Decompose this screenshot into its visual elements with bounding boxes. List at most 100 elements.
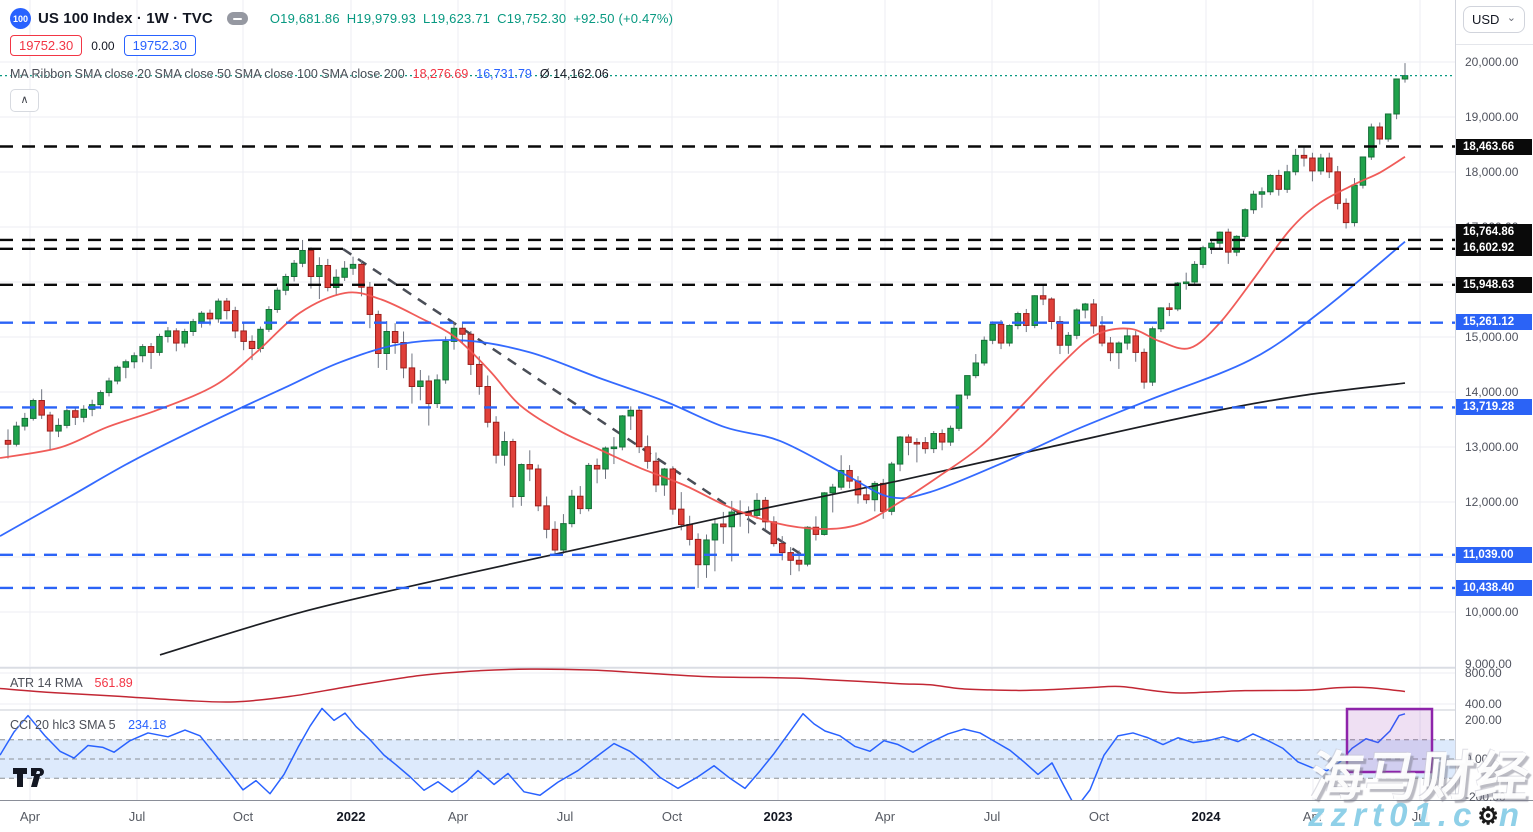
hide-indicator-icon[interactable] xyxy=(226,12,248,25)
highlight-box-drawing[interactable] xyxy=(1345,707,1434,774)
candle-up xyxy=(105,380,113,394)
candle-up xyxy=(122,361,130,368)
candle-down xyxy=(1309,157,1316,172)
candle-down xyxy=(1300,154,1308,159)
candle-up xyxy=(980,339,988,364)
ma50-line xyxy=(0,241,1406,537)
candle-up xyxy=(602,447,609,470)
candle-down xyxy=(425,380,433,405)
candle-up xyxy=(1292,154,1299,173)
candle-up xyxy=(585,464,592,510)
price-level-tag[interactable]: 16,602.92 xyxy=(1456,240,1532,256)
price-axis-tick: 18,000.00 xyxy=(1465,165,1519,179)
price-axis-tick: 10,000.00 xyxy=(1465,605,1519,619)
candle-down xyxy=(534,468,542,507)
atr-line xyxy=(0,668,1406,703)
candle-down xyxy=(635,409,643,448)
price-chart-canvas[interactable] xyxy=(0,0,1455,800)
candle-up xyxy=(753,499,761,516)
candle-down xyxy=(375,313,382,355)
price-axis-tick: 13,000.00 xyxy=(1465,440,1519,454)
candle-up xyxy=(728,511,735,528)
ma-ribbon-sma20-value: 18,276.69 xyxy=(412,67,469,81)
candle-down xyxy=(778,543,786,554)
time-axis-label: Apr xyxy=(19,809,41,824)
collapse-legend-button[interactable]: ∧ xyxy=(10,89,39,112)
candle-up xyxy=(349,263,357,269)
candle-down xyxy=(1225,231,1232,253)
candle-down xyxy=(391,331,399,343)
time-axis-label: Jul xyxy=(983,809,1001,824)
candle-up xyxy=(804,526,811,565)
symbol-title[interactable]: US 100 Index · 1W · TVC xyxy=(38,10,213,27)
candle-up xyxy=(1216,231,1224,244)
candle-up xyxy=(55,424,62,432)
time-axis[interactable]: Apr Jul Oct 2022 Apr Jul Oct 2023 Apr Jul Oct 2024 A… xyxy=(0,800,1533,832)
candle-up xyxy=(198,312,205,323)
candle-down xyxy=(1039,295,1047,300)
price-level-tag[interactable]: 15,948.63 xyxy=(1456,277,1532,293)
candle-up xyxy=(1241,209,1249,237)
price-level-tag[interactable]: 10,438.40 xyxy=(1456,580,1532,596)
candle-down xyxy=(1376,126,1384,140)
price-label-red[interactable]: 19752.30 xyxy=(10,35,83,56)
candle-down xyxy=(997,323,1005,344)
price-level-tag[interactable]: 18,463.66 xyxy=(1456,139,1532,155)
price-axis[interactable]: USD ⌄ 20,000.0019,000.0018,000.0017,000.… xyxy=(1455,0,1533,804)
price-level-tag[interactable]: 11,039.00 xyxy=(1456,547,1532,563)
candle-up xyxy=(189,321,197,333)
candle-up xyxy=(955,394,963,429)
price-level-tag[interactable]: 13,719.28 xyxy=(1456,399,1532,415)
candle-down xyxy=(593,464,601,470)
candle-up xyxy=(1250,193,1257,211)
trendline-drawing[interactable] xyxy=(342,247,806,559)
candle-up xyxy=(1174,282,1182,310)
candle-down xyxy=(476,363,483,388)
candle-up xyxy=(1351,184,1358,224)
candle-up xyxy=(627,409,635,417)
chart-legend: 100 US 100 Index · 1W · TVC O19,681.86 H1… xyxy=(10,8,680,112)
candle-down xyxy=(400,342,407,369)
candle-down xyxy=(922,442,929,450)
tradingview-logo[interactable] xyxy=(13,768,47,793)
candle-up xyxy=(1182,281,1190,285)
currency-selector[interactable]: USD ⌄ xyxy=(1463,6,1525,33)
candle-down xyxy=(644,446,651,462)
candle-up xyxy=(383,331,390,354)
time-axis-label: Oct xyxy=(661,809,683,824)
candle-down xyxy=(1090,303,1097,327)
candle-down xyxy=(484,386,491,423)
cci-legend: CCI 20 hlc3 SMA 5 234.18 xyxy=(10,718,166,732)
price-axis-tick: 12,000.00 xyxy=(1465,495,1519,509)
atr-label: ATR 14 RMA xyxy=(10,676,83,690)
price-label-blue[interactable]: 19752.30 xyxy=(123,35,196,56)
price-axis-tick: 15,000.00 xyxy=(1465,330,1519,344)
price-level-tag[interactable]: 15,261.12 xyxy=(1456,314,1532,330)
candle-down xyxy=(812,526,820,535)
candle-up xyxy=(13,425,20,445)
candle-down xyxy=(577,495,584,510)
candle-up xyxy=(299,249,306,264)
candle-down xyxy=(1140,351,1148,383)
candle-up xyxy=(619,415,626,448)
candle-up xyxy=(1006,325,1013,344)
candle-down xyxy=(206,312,214,320)
currency-label: USD xyxy=(1472,12,1500,27)
candle-down xyxy=(223,300,231,312)
candle-up xyxy=(568,495,576,525)
candle-up xyxy=(130,355,138,363)
candle-up xyxy=(274,289,281,310)
candle-down xyxy=(1107,342,1114,354)
candle-down xyxy=(231,310,239,332)
price-axis-tick: 800.00 xyxy=(1465,666,1502,680)
price-level-tag[interactable]: 16,764.86 xyxy=(1456,224,1532,240)
candle-up xyxy=(1199,247,1207,265)
candle-down xyxy=(686,524,693,540)
price-axis-tick: 14,000.00 xyxy=(1465,385,1519,399)
candle-up xyxy=(1384,113,1392,140)
candle-down xyxy=(38,400,45,416)
candle-up xyxy=(265,309,273,330)
candle-up xyxy=(114,366,121,382)
candle-down xyxy=(248,340,256,349)
